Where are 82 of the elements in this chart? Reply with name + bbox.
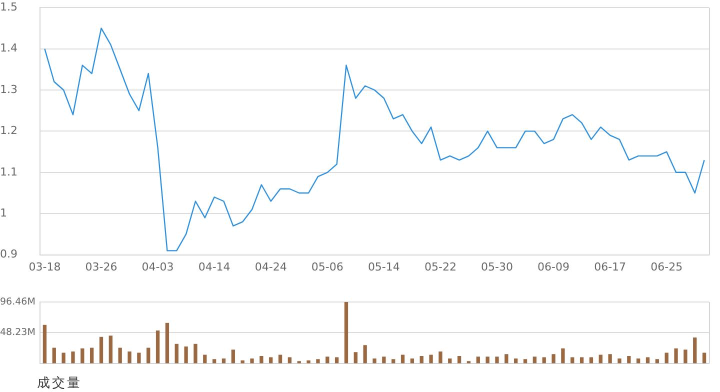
bar — [627, 356, 631, 364]
bar — [476, 356, 480, 364]
bar — [146, 348, 150, 364]
bar — [137, 352, 141, 364]
bar — [326, 356, 330, 364]
bar — [306, 360, 310, 364]
bar — [457, 356, 462, 364]
bar — [448, 358, 452, 364]
bar — [316, 359, 320, 364]
bar — [108, 336, 112, 364]
bar — [99, 336, 104, 364]
bar — [222, 358, 226, 364]
bar — [438, 352, 442, 364]
x-axis-title: 成交量 — [37, 375, 82, 392]
bar — [52, 348, 56, 364]
x-tick-label: 05-30 — [481, 260, 513, 274]
bar — [165, 322, 170, 364]
bar — [684, 350, 688, 364]
x-tick-label: 04-14 — [198, 260, 230, 274]
bar — [400, 354, 405, 364]
bar — [42, 324, 47, 364]
bar — [382, 356, 386, 364]
bar — [278, 354, 282, 364]
bar — [532, 356, 537, 364]
y-tick-label: 48.23M — [0, 327, 36, 338]
bar — [693, 338, 697, 364]
bar — [90, 348, 94, 364]
y-tick-label: 1.3 — [0, 82, 18, 96]
bar — [523, 359, 528, 364]
bar — [636, 358, 640, 364]
y-tick-label: 1.1 — [0, 165, 18, 178]
bar — [260, 356, 264, 364]
x-tick-label: 05-22 — [424, 260, 456, 274]
x-tick-label: 05-06 — [311, 260, 344, 274]
y-tick-label: 1.4 — [0, 42, 18, 55]
y-tick-label: 0.9 — [0, 248, 18, 261]
bar — [71, 352, 75, 364]
bar — [420, 356, 424, 364]
bar — [212, 359, 216, 364]
bar — [203, 354, 207, 364]
bar — [80, 348, 84, 364]
bar — [552, 354, 556, 364]
y-tick-label: 96.46M — [0, 296, 36, 308]
bar — [429, 354, 433, 364]
x-tick-label: 06-17 — [594, 260, 626, 274]
bar — [561, 348, 565, 364]
bar — [486, 356, 490, 364]
bar — [156, 330, 160, 364]
bar — [250, 358, 254, 364]
bar — [608, 354, 612, 364]
bar — [62, 352, 66, 364]
bar — [598, 354, 602, 364]
x-tick-label: 04-03 — [142, 260, 174, 274]
x-tick-label: 06-25 — [650, 260, 683, 274]
bar — [128, 352, 132, 364]
bar — [174, 344, 178, 364]
y-tick-label: 1.5 — [0, 0, 18, 14]
bar — [363, 345, 367, 364]
bar — [194, 344, 198, 364]
bar — [372, 358, 376, 364]
bar — [344, 302, 348, 364]
bar — [655, 359, 660, 364]
y-tick-label: 1.2 — [0, 124, 18, 138]
bar — [674, 348, 678, 364]
y-tick-label: 1 — [0, 206, 7, 220]
bar — [354, 352, 358, 364]
x-tick-label: 03-18 — [28, 260, 61, 274]
bar — [702, 352, 706, 364]
x-tick-label: 04-24 — [254, 260, 287, 274]
bar — [495, 356, 499, 364]
bar — [184, 346, 188, 364]
bar — [410, 358, 414, 364]
x-tick-label: 05-14 — [368, 260, 400, 274]
bar — [118, 348, 122, 364]
bar — [514, 358, 518, 364]
bar — [618, 358, 622, 364]
bar — [664, 352, 668, 364]
x-tick-label: 06-09 — [538, 260, 570, 274]
bar — [504, 354, 508, 364]
bar — [231, 350, 235, 364]
bar — [392, 359, 396, 364]
x-tick-label: 03-26 — [85, 260, 118, 274]
